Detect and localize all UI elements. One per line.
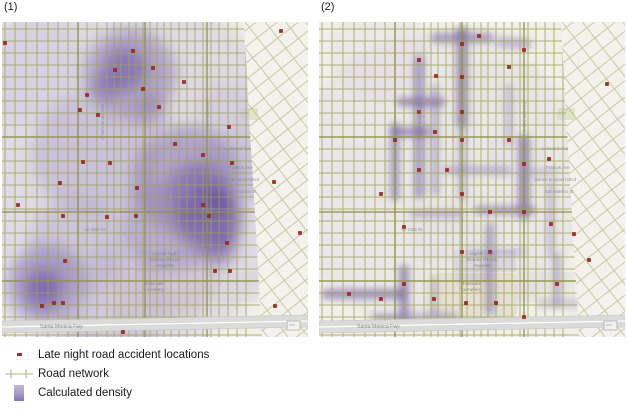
legend-item-accidents: Late night road accident locations <box>0 345 320 364</box>
svg-text:Santa Monica Fwy: Santa Monica Fwy <box>357 324 400 330</box>
panel-1-label: (1) <box>4 1 18 13</box>
legend-label-road-network: Road network <box>38 367 109 380</box>
svg-text:S Vermont Ave: S Vermont Ave <box>205 101 210 132</box>
svg-text:School Of Los: School Of Los <box>467 257 498 263</box>
svg-text:Loyola High: Loyola High <box>152 251 178 257</box>
road-network-icon <box>0 368 38 380</box>
svg-text:W 23rd St: W 23rd St <box>402 227 423 232</box>
svg-text:James M Wood Blvd: James M Wood Blvd <box>534 177 576 182</box>
svg-text:Francis Ave: Francis Ave <box>546 165 570 170</box>
legend: Late night road accident locations Road … <box>0 345 320 403</box>
svg-text:Cemetery: Cemetery <box>461 287 482 293</box>
svg-text:School Of Los: School Of Los <box>150 257 181 263</box>
svg-text:Rosedale: Rosedale <box>144 281 165 287</box>
density-swatch-icon <box>0 385 38 401</box>
svg-text:Rosedale: Rosedale <box>461 281 482 287</box>
svg-text:S Normandie Ave: S Normandie Ave <box>100 104 105 140</box>
panel-2-label: (2) <box>321 1 335 13</box>
svg-text:Santa Monica Fwy: Santa Monica Fwy <box>40 324 83 330</box>
svg-text:Angeles: Angeles <box>473 263 491 269</box>
svg-text:Cemetery: Cemetery <box>144 287 165 293</box>
legend-label-accidents: Late night road accident locations <box>38 348 210 361</box>
svg-text:W 23rd St: W 23rd St <box>85 227 106 232</box>
svg-text:Francis Ave: Francis Ave <box>229 165 253 170</box>
accident-dot-icon <box>0 353 38 356</box>
legend-item-road-network: Road network <box>0 364 320 383</box>
svg-text:James M Wood Blvd: James M Wood Blvd <box>217 177 259 182</box>
svg-text:Leeward Ave: Leeward Ave <box>542 146 569 151</box>
legend-item-density: Calculated density <box>0 383 320 403</box>
svg-text:Leeward Ave: Leeward Ave <box>225 146 252 151</box>
svg-text:S Normandie Ave: S Normandie Ave <box>417 104 422 140</box>
legend-label-density: Calculated density <box>38 387 132 399</box>
svg-text:San Marino St: San Marino St <box>227 189 257 194</box>
svg-text:Loyola High: Loyola High <box>469 251 495 257</box>
svg-text:Angeles: Angeles <box>156 263 174 269</box>
svg-text:S Vermont Ave: S Vermont Ave <box>522 101 527 132</box>
svg-text:San Marino St: San Marino St <box>544 189 574 194</box>
